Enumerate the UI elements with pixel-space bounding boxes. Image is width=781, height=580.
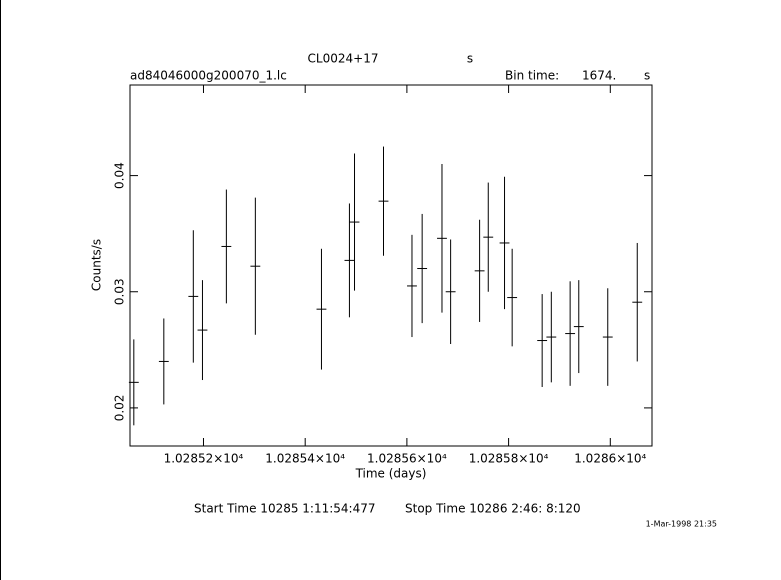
y-tick-label: 0.03 (113, 278, 127, 305)
y-tick-label: 0.02 (113, 395, 127, 422)
x-tick-label: 1.02854×10⁴ (265, 452, 345, 466)
bin-time-unit: s (644, 69, 650, 83)
start-time: Start Time 10285 1:11:54:477 (194, 502, 376, 516)
y-axis-label: Counts/s (90, 239, 104, 291)
chart-title: CL0024+17 (308, 52, 379, 66)
title-unit: s (467, 52, 473, 66)
timestamp: 1-Mar-1998 21:35 (646, 520, 717, 529)
file-name: ad84046000g200070_1.lc (130, 69, 287, 83)
x-axis-label: Time (days) (355, 467, 427, 481)
plot-frame (129, 84, 653, 447)
bin-time: 1674. (582, 69, 616, 83)
bin-time-label: Bin time: (505, 69, 559, 83)
x-tick-label: 1.02852×10⁴ (164, 452, 244, 466)
x-tick-label: 1.02856×10⁴ (367, 452, 447, 466)
y-tick-label: 0.04 (113, 162, 127, 189)
x-tick-label: 1.02858×10⁴ (469, 452, 549, 466)
x-tick-label: 1.0286×10⁴ (574, 452, 646, 466)
stop-time: Stop Time 10286 2:46: 8:120 (405, 502, 581, 516)
